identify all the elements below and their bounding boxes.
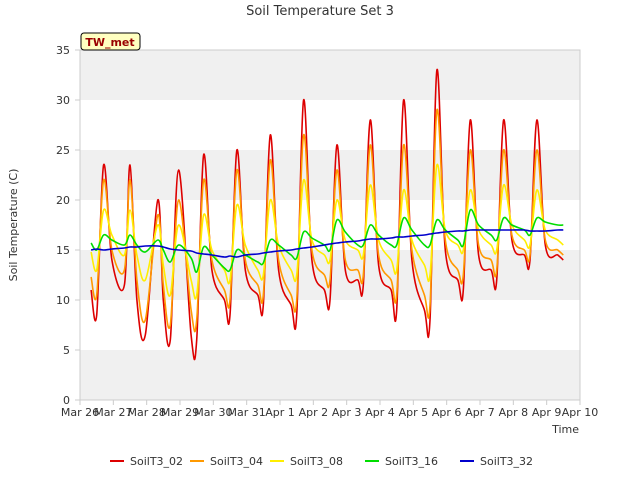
y-tick-label: 30: [56, 94, 70, 107]
y-tick-label: 25: [56, 144, 70, 157]
plot-band: [80, 50, 580, 100]
chart-title: Soil Temperature Set 3: [246, 4, 394, 19]
plot-bands: [80, 50, 580, 400]
legend-item-soilt3_08: SoilT3_08: [270, 455, 343, 468]
y-tick-label: 5: [63, 344, 70, 357]
x-tick-label: Apr 8: [499, 406, 529, 419]
x-tick-label: Apr 10: [562, 406, 599, 419]
legend-item-soilt3_04: SoilT3_04: [190, 455, 263, 468]
x-tick-label: Apr 3: [332, 406, 362, 419]
legend-label: SoilT3_02: [130, 455, 183, 468]
plot-band: [80, 350, 580, 400]
plot-band: [80, 150, 580, 200]
x-tick-label: Mar 31: [228, 406, 266, 419]
annotation-text: TW_met: [85, 36, 134, 49]
x-tick-label: Mar 29: [161, 406, 199, 419]
annotation-background: [80, 32, 141, 51]
legend-label: SoilT3_04: [210, 455, 263, 468]
plot-band: [80, 200, 580, 250]
x-tick-label: Mar 30: [194, 406, 232, 419]
y-axis-ticks: 0 5 10 15 20 25 30 35: [56, 44, 80, 407]
legend: SoilT3_02 SoilT3_04 SoilT3_08 SoilT3_16 Soil…: [110, 455, 533, 468]
x-tick-label: Mar 26: [61, 406, 99, 419]
series-lines: [90, 69, 564, 361]
legend-item-soilt3_32: SoilT3_32: [460, 455, 533, 468]
x-tick-label: Mar 27: [94, 406, 132, 419]
y-axis-label: Soil Temperature (C): [7, 169, 20, 282]
series-line-soilt3_32: [90, 229, 564, 258]
x-tick-label: Apr 6: [432, 406, 462, 419]
x-tick-label: Apr 5: [399, 406, 429, 419]
annotation-box: TW_met: [80, 32, 141, 51]
x-tick-label: Apr 1: [265, 406, 295, 419]
legend-label: SoilT3_32: [480, 455, 533, 468]
x-tick-label: Apr 4: [365, 406, 395, 419]
series-line-soilt3_08: [90, 164, 564, 300]
x-tick-label: Apr 9: [532, 406, 562, 419]
legend-label: SoilT3_16: [385, 455, 438, 468]
x-tick-label: Mar 28: [128, 406, 166, 419]
x-tick-label: Apr 7: [465, 406, 495, 419]
plot-band: [80, 100, 580, 150]
y-tick-label: 0: [63, 394, 70, 407]
x-tick-label: Apr 2: [299, 406, 329, 419]
y-tick-label: 10: [56, 294, 70, 307]
legend-item-soilt3_16: SoilT3_16: [365, 455, 438, 468]
plot-area-border: [79, 49, 581, 401]
y-tick-label: 20: [56, 194, 70, 207]
y-tick-label: 35: [56, 44, 70, 57]
legend-label: SoilT3_08: [290, 455, 343, 468]
y-tick-label: 15: [56, 244, 70, 257]
x-axis-label: Time: [551, 423, 579, 436]
series-line-soilt3_04: [90, 108, 564, 333]
plot-band: [80, 300, 580, 350]
legend-item-soilt3_02: SoilT3_02: [110, 455, 183, 468]
